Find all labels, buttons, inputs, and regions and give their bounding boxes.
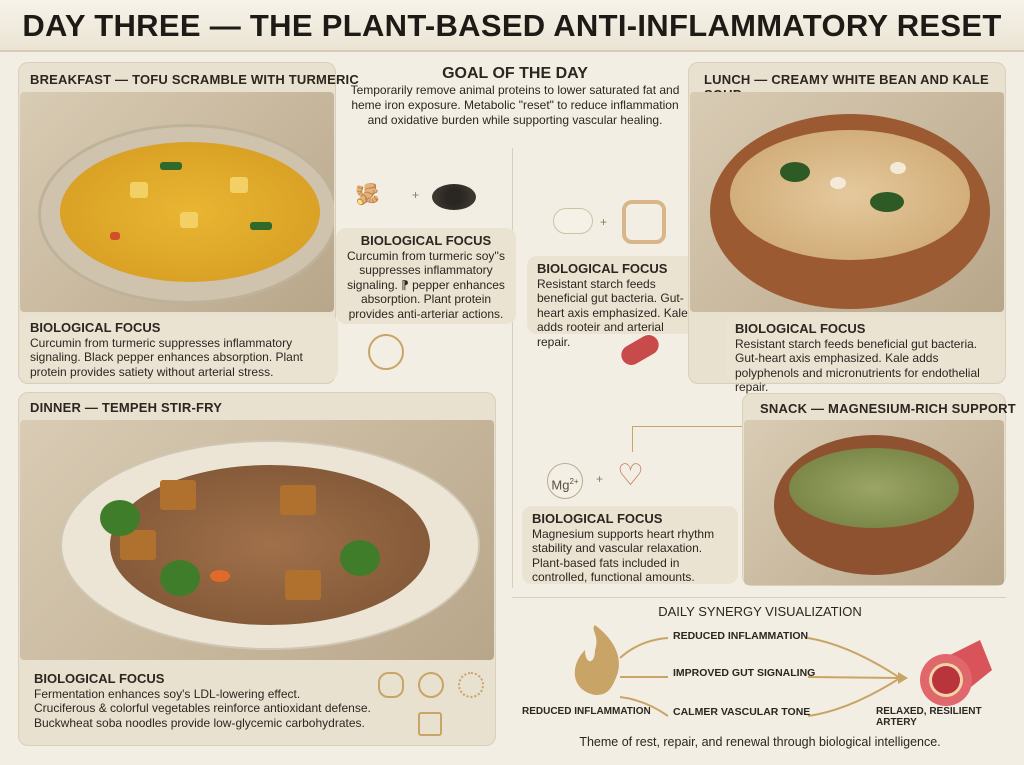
dinner-focus-line: Cruciferous & colorful vegetables reinfo… bbox=[34, 701, 371, 715]
synergy-result-label: RELAXED, RESILIENT ARTERY bbox=[876, 706, 982, 728]
center-focus-2-heading: BIOLOGICAL FOCUS bbox=[537, 261, 668, 276]
snack-label: SNACK — MAGNESIUM-RICH SUPPORT bbox=[760, 401, 1016, 416]
artery-icon bbox=[920, 640, 992, 706]
dinner-focus: BIOLOGICAL FOCUS Fermentation enhances s… bbox=[34, 671, 394, 730]
snack-focus-text: Magnesium supports heart rhythm stabilit… bbox=[532, 526, 715, 585]
cell-icon bbox=[458, 672, 484, 698]
dinner-focus-line: Fermentation enhances soy's LDL-lowering… bbox=[34, 686, 301, 701]
center-focus-2: BIOLOGICAL FOCUS Resistant starch feeds … bbox=[527, 256, 705, 349]
plus-icon: + bbox=[596, 472, 604, 486]
plus-icon: + bbox=[412, 188, 420, 202]
center-focus-2-text: Resistant starch feeds beneficial gut ba… bbox=[537, 276, 688, 349]
breakfast-photo bbox=[20, 92, 334, 312]
goal-heading: GOAL OF THE DAY bbox=[442, 65, 588, 82]
divider bbox=[512, 597, 1006, 598]
lunch-focus: BIOLOGICAL FOCUS Resistant starch feeds … bbox=[725, 316, 1005, 394]
breakfast-focus-text: Curcumin from turmeric suppresses inflam… bbox=[30, 335, 303, 379]
converge-2 bbox=[807, 676, 901, 679]
plus-icon: + bbox=[600, 215, 608, 229]
mg-charge: 2+ bbox=[569, 477, 579, 486]
flask-icon bbox=[418, 712, 442, 736]
snack-photo bbox=[744, 420, 1004, 585]
antioxidant-icon bbox=[418, 672, 444, 698]
synergy-source-label: REDUCED INFLAMMATION bbox=[522, 706, 651, 717]
arrow-head bbox=[898, 672, 908, 684]
dinner-focus-heading: BIOLOGICAL FOCUS bbox=[34, 671, 165, 686]
divider bbox=[512, 148, 513, 588]
connector-line bbox=[632, 426, 742, 452]
black-pepper-icon bbox=[432, 184, 476, 210]
breakfast-label: BREAKFAST — TOFU SCRAMBLE WITH TURMERIC bbox=[30, 72, 359, 87]
converge-1 bbox=[807, 637, 901, 679]
dinner-focus-line: Buckwheat soba noodles provide low-glyce… bbox=[34, 715, 365, 730]
theme-text: Theme of rest, repair, and renewal throu… bbox=[579, 735, 941, 749]
ginger-icon bbox=[378, 672, 404, 698]
lunch-focus-text: Resistant starch feeds beneficial gut ba… bbox=[735, 336, 980, 395]
breakfast-focus: BIOLOGICAL FOCUS Curcumin from turmeric … bbox=[20, 315, 338, 381]
dinner-photo bbox=[20, 420, 494, 660]
heart-icon: ♡ bbox=[617, 459, 644, 492]
magnesium-icon: Mg2+ bbox=[547, 463, 583, 499]
synergy-path-1: REDUCED INFLAMMATION bbox=[673, 630, 809, 642]
dinner-label: DINNER — TEMPEH STIR-FRY bbox=[30, 400, 223, 415]
mg-symbol: Mg bbox=[551, 477, 570, 493]
snack-focus-heading: BIOLOGICAL FOCUS bbox=[532, 511, 663, 526]
arrow-1 bbox=[619, 637, 669, 659]
converge-3 bbox=[807, 677, 901, 717]
goal-text: Temporarily remove animal proteins to lo… bbox=[350, 83, 680, 127]
center-focus-1-heading: BIOLOGICAL FOCUS bbox=[360, 233, 492, 248]
arrow-3 bbox=[619, 696, 669, 717]
center-focus-1-text: Curcumin from turmeric soy''s suppresses… bbox=[347, 248, 505, 321]
goal-of-the-day: GOAL OF THE DAY Temporarily remove anima… bbox=[342, 66, 688, 128]
lunch-focus-heading: BIOLOGICAL FOCUS bbox=[735, 321, 866, 336]
synergy-flow bbox=[574, 625, 992, 717]
turmeric-icon: 🫚 bbox=[355, 184, 380, 206]
snack-focus: BIOLOGICAL FOCUS Magnesium supports hear… bbox=[522, 506, 738, 584]
breakfast-focus-heading: BIOLOGICAL FOCUS bbox=[30, 320, 161, 335]
lunch-photo bbox=[690, 92, 1004, 312]
synergy-path-3: CALMER VASCULAR TONE bbox=[673, 706, 811, 718]
center-focus-1: BIOLOGICAL FOCUS Curcumin from turmeric … bbox=[336, 228, 516, 324]
synergy-heading: DAILY SYNERGY VISUALIZATION bbox=[658, 604, 862, 619]
page-title: DAY THREE — THE PLANT-BASED ANTI-INFLAMM… bbox=[0, 0, 1024, 52]
white-bean-icon bbox=[553, 208, 593, 234]
molecule-icon bbox=[368, 334, 404, 370]
intestine-icon bbox=[622, 200, 666, 244]
flame-icon bbox=[574, 625, 619, 695]
synergy-path-2: IMPROVED GUT SIGNALING bbox=[673, 667, 816, 679]
